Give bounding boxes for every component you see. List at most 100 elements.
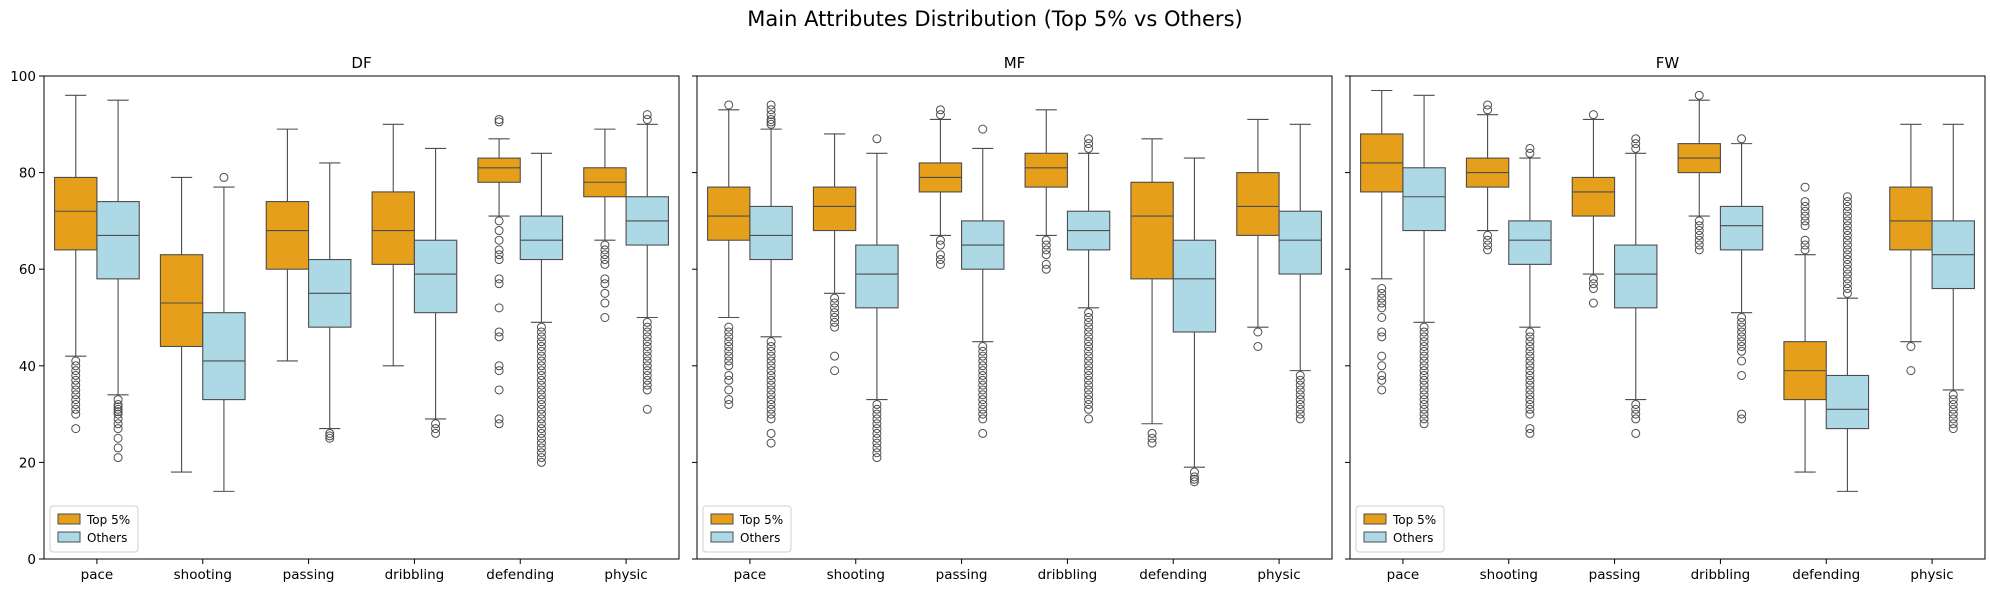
outlier-point [219,172,229,182]
outlier-point [494,117,504,127]
outlier-point [978,385,988,395]
outlier-point [431,419,441,429]
outlier-point [724,327,734,337]
panel-title: DF [351,54,371,72]
outlier-point [872,453,882,463]
outlier-point [935,240,945,250]
box-shooting-top5 [1465,100,1510,255]
outlier-point [935,250,945,260]
x-tick-label: physic [604,567,647,583]
outlier-point [830,293,840,303]
outlier-point [1419,366,1429,376]
outlier-point [536,337,546,347]
box-physic-others [1278,123,1322,424]
outlier-point [830,366,840,376]
y-tick-label: 40 [19,359,36,375]
outlier-point [536,375,546,385]
outlier-point [642,327,652,337]
outlier-point [1483,230,1493,240]
outlier-point [536,327,546,337]
outlier-point [766,110,776,120]
outlier-point [1948,395,1958,405]
outlier-point [724,332,734,342]
outlier-point [1842,250,1852,260]
outlier-point [766,337,776,347]
box-body [477,157,521,183]
chart-suptitle: Main Attributes Distribution (Top 5% vs … [747,7,1243,31]
outlier-point [536,409,546,419]
outlier-point [71,366,81,376]
outlier-point [1948,399,1958,409]
outlier-point [1842,284,1852,294]
outlier-point [113,433,123,443]
box-body [1719,205,1764,251]
box-physic-top5 [583,128,627,322]
outlier-point [113,402,123,412]
outlier-point [1295,375,1305,385]
outlier-point [1948,404,1958,414]
outlier-point [1842,226,1852,236]
outlier-point [766,341,776,351]
box-body [1402,167,1446,232]
outlier-point [766,361,776,371]
outlier-point [766,404,776,414]
outlier-point [600,274,610,284]
outlier-point [1419,399,1429,409]
outlier-point [1419,390,1429,400]
outlier-point [1253,341,1263,351]
outlier-point [978,428,988,438]
outlier-point [1419,337,1429,347]
outlier-point [724,375,734,385]
box-pace-others [749,100,793,448]
outlier-point [1041,245,1051,255]
outlier-point [536,448,546,458]
outlier-point [830,298,840,308]
box-body [1889,186,1933,251]
box-physic-top5 [1236,118,1280,351]
outlier-point [724,322,734,332]
outlier-point [113,395,123,405]
outlier-point [600,279,610,289]
outlier-point [1419,380,1429,390]
outlier-point [1419,375,1429,385]
outlier-point [494,361,504,371]
outlier-point [1377,284,1387,294]
outlier-point [1842,230,1852,240]
outlier-point [1084,341,1094,351]
outlier-point [113,399,123,409]
box-defending-others [1172,157,1217,487]
outlier-point [494,245,504,255]
outlier-point [766,370,776,380]
outlier-point [536,322,546,332]
outlier-point [1800,235,1810,245]
outlier-point [1948,390,1958,400]
outlier-point [766,100,776,110]
outlier-point [978,380,988,390]
x-tick-label: shooting [827,567,885,583]
box-body [413,239,458,314]
outlier-point [71,370,81,380]
outlier-point [1842,255,1852,265]
outlier-point [1842,279,1852,289]
outlier-point [766,438,776,448]
outlier-point [1377,288,1387,298]
outlier-point [1041,264,1051,274]
outlier-point [1084,327,1094,337]
outlier-point [1084,322,1094,332]
outlier-point [1084,143,1094,153]
panel-title: MF [1004,54,1026,72]
box-pace-top5 [707,100,751,409]
outlier-point [1419,356,1429,366]
outlier-point [1800,197,1810,207]
outlier-point [536,433,546,443]
outlier-point [536,390,546,400]
outlier-point [1253,327,1263,337]
outlier-point [1588,298,1598,308]
outlier-point [978,361,988,371]
box-passing-top5 [265,128,310,362]
outlier-point [1377,370,1387,380]
outlier-point [642,322,652,332]
outlier-point [1084,366,1094,376]
outlier-point [536,419,546,429]
